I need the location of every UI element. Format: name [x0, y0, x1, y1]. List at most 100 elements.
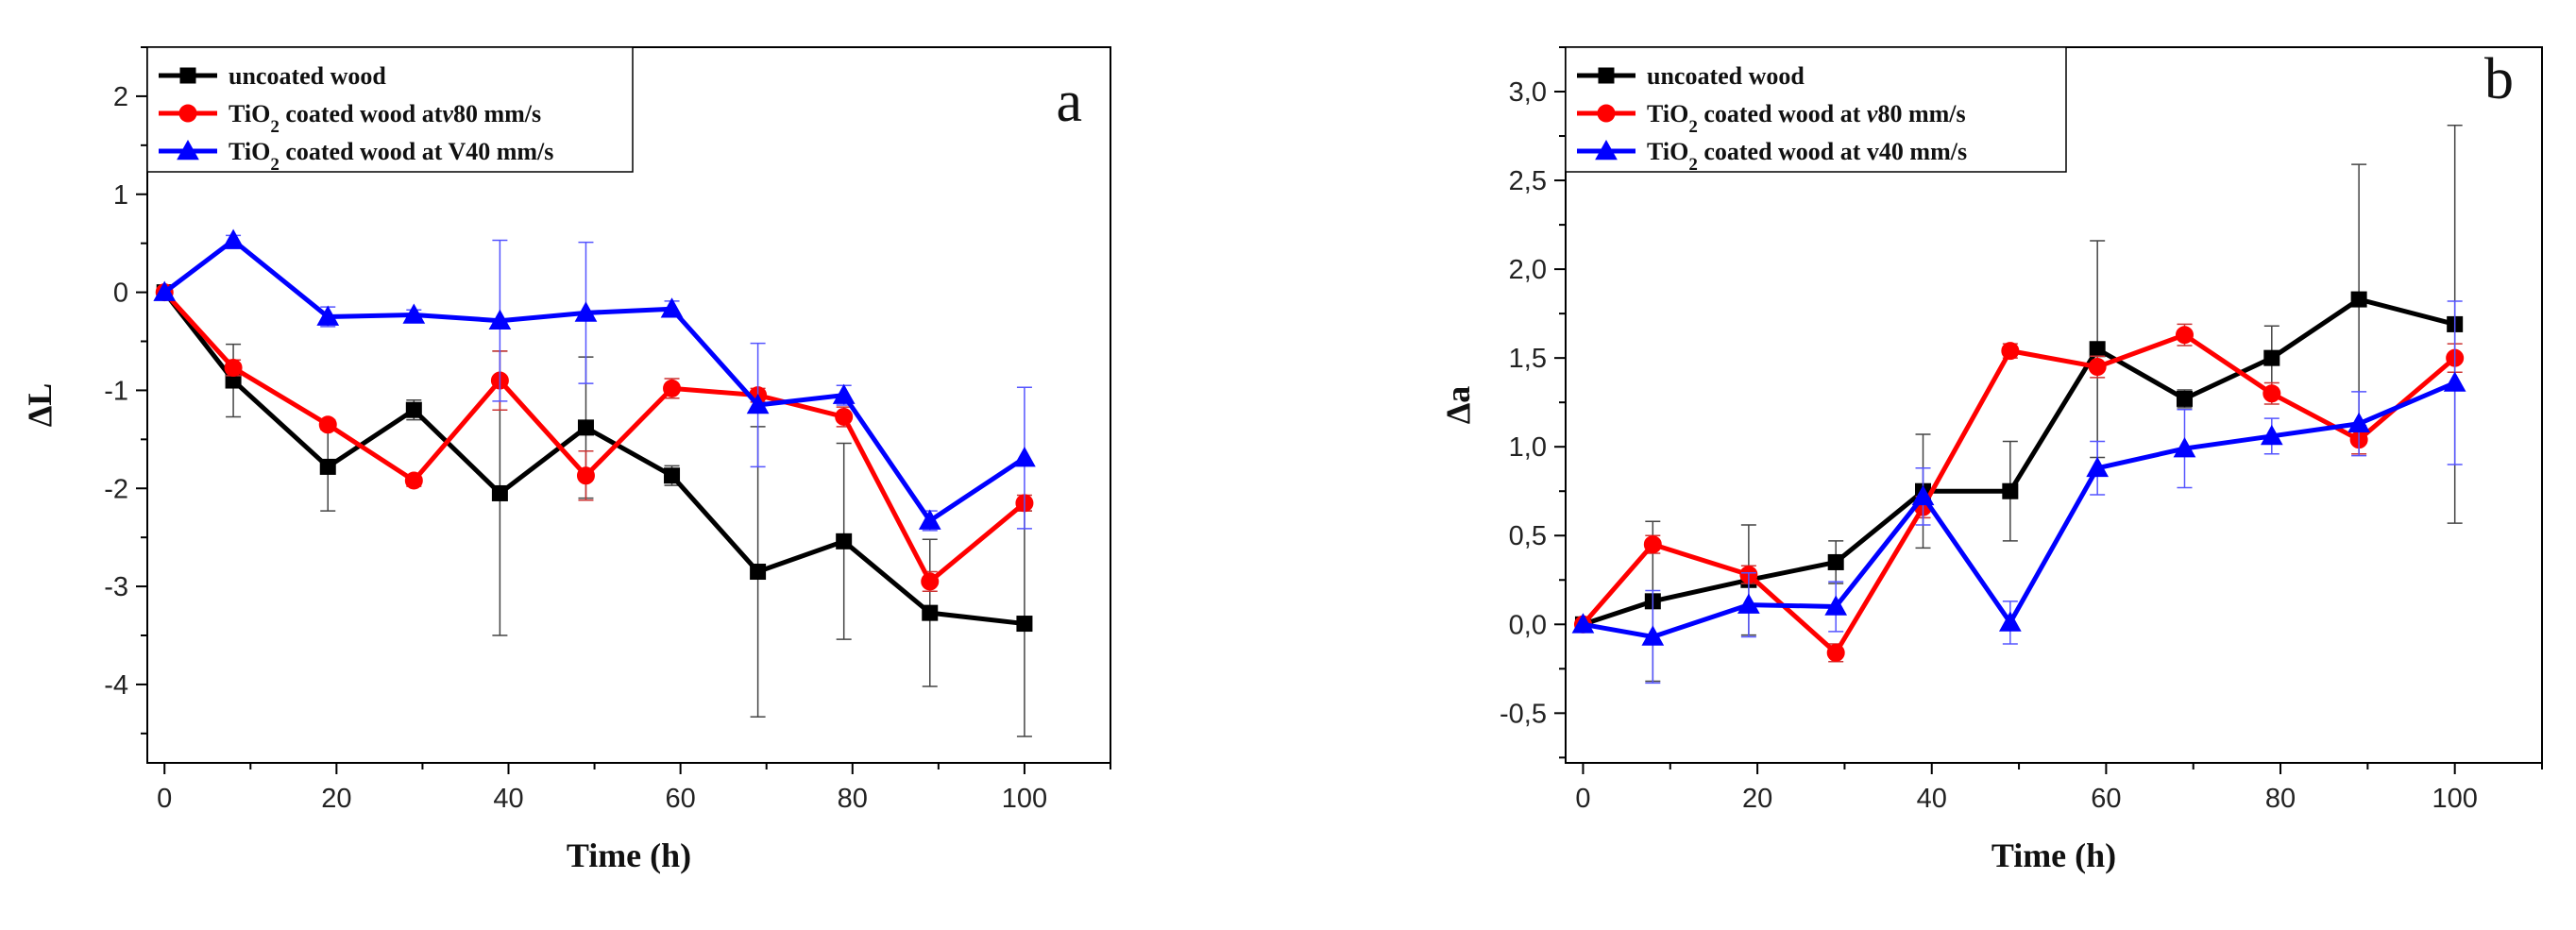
data-point: [224, 359, 243, 378]
legend-marker: [1597, 104, 1616, 123]
data-point: [1737, 593, 1760, 614]
data-point: [1826, 643, 1845, 662]
legend-box: [146, 46, 634, 173]
data-point: [2443, 371, 2466, 392]
x-tick-label: 60: [2091, 784, 2121, 814]
legend-text-part: 2: [270, 117, 280, 137]
legend-text-part: coated wood at: [1698, 100, 1867, 127]
y-axis-title: Δa: [1439, 386, 1477, 425]
y-tick-label: 0,5: [1509, 521, 1547, 551]
data-point: [660, 297, 684, 318]
x-tick-label: 0: [157, 784, 172, 814]
legend-entry: TiO2 coated wood at v40 mm/s: [1647, 138, 1967, 175]
data-point: [2002, 482, 2019, 499]
y-tick-label: -1: [104, 376, 128, 406]
data-point: [576, 466, 595, 485]
data-point: [577, 419, 594, 436]
x-tick-label: 80: [838, 784, 868, 814]
data-point: [2263, 349, 2280, 366]
data-point: [318, 415, 337, 434]
data-point: [750, 564, 767, 581]
data-point: [319, 458, 336, 475]
x-tick-label: 100: [2432, 784, 2477, 814]
legend-text-part: 2: [1688, 155, 1698, 175]
legend-text-part: v: [442, 100, 453, 127]
data-point: [663, 379, 682, 397]
legend-entry: uncoated wood: [1647, 62, 1805, 90]
data-point: [2347, 412, 2370, 433]
x-axis-title: Time (h): [567, 837, 691, 874]
y-tick-label: -0,5: [1500, 699, 1547, 729]
legend-text-part: TiO: [229, 100, 270, 127]
data-point: [2262, 384, 2281, 403]
series-1: [156, 284, 1033, 737]
data-point: [921, 572, 940, 591]
y-tick-label: 1,0: [1509, 432, 1547, 463]
data-point: [1827, 553, 1844, 570]
chart-panel-b: 0 20 40 60 80 100 3,0 2,5 2,0 1,5 1,0 0,5 0,0 -0,5 Tim…: [1439, 46, 2543, 874]
legend-text-part: TiO: [229, 138, 270, 165]
data-point: [402, 303, 426, 324]
data-point: [918, 509, 941, 530]
x-tick-label: 20: [321, 784, 351, 814]
legend-text-part: 80 mm/s: [1877, 100, 1965, 127]
x-tick-label: 40: [1917, 784, 1947, 814]
legend-marker: [1595, 139, 1618, 161]
x-tick-label: 100: [1002, 784, 1047, 814]
legend-entry: TiO2 coated wood atv80 mm/s: [229, 100, 541, 137]
legend-marker: [178, 104, 197, 123]
series-line: [162, 291, 1025, 627]
data-point: [574, 301, 598, 322]
series-line: [162, 238, 1026, 524]
y-tick-label: -3: [104, 572, 128, 602]
data-point: [491, 484, 508, 501]
y-tick-label: 0,0: [1509, 610, 1547, 640]
data-point: [2086, 456, 2110, 478]
data-point: [922, 604, 939, 621]
data-point: [316, 305, 340, 326]
y-tick-label: 1,5: [1509, 344, 1547, 374]
data-point: [2088, 358, 2107, 377]
data-point: [746, 393, 770, 414]
panel-letter: b: [2484, 47, 2514, 111]
y-tick-label: -2: [104, 474, 128, 504]
data-point: [2176, 390, 2193, 407]
x-tick-label: 80: [2265, 784, 2296, 814]
legend: uncoated wood TiO2 coated wood atv80 mm/s…: [146, 46, 634, 175]
data-point: [664, 467, 681, 484]
legend-text-part: uncoated wood: [1647, 62, 1805, 90]
data-point: [2175, 326, 2194, 345]
series-2: [1573, 323, 2465, 663]
data-point: [2260, 424, 2283, 446]
x-axis-title: Time (h): [1991, 837, 2116, 874]
series-3: [153, 228, 1036, 532]
legend-text-part: coated wood at v40 mm/s: [1698, 138, 1967, 165]
series-3: [1571, 300, 2466, 685]
legend-text-part: coated wood at V40 mm/s: [280, 138, 554, 165]
data-point: [1571, 613, 1595, 634]
y-tick-label: 1: [113, 180, 128, 211]
legend-text-part: 2: [1688, 117, 1698, 137]
legend-text-part: uncoated wood: [229, 62, 386, 90]
y-tick-label: 2: [113, 82, 128, 112]
legend-text-part: 80 mm/s: [453, 100, 541, 127]
data-point: [405, 401, 422, 418]
legend-entry: TiO2 coated wood at v80 mm/s: [1647, 100, 1966, 137]
data-point: [2173, 437, 2196, 458]
data-point: [2089, 341, 2106, 358]
legend: uncoated wood TiO2 coated wood at v80 mm/…: [1565, 46, 2067, 175]
data-point: [832, 383, 856, 404]
panel-letter: a: [1056, 70, 1082, 134]
y-tick-label: -4: [104, 670, 128, 701]
y-tick-label: 2,5: [1509, 166, 1547, 196]
y-tick-label: 3,0: [1509, 77, 1547, 108]
legend-entry: TiO2 coated wood at V40 mm/s: [229, 138, 553, 175]
data-point: [222, 228, 245, 249]
data-point: [1641, 625, 1665, 646]
legend-text-part: coated wood at: [280, 100, 443, 127]
x-tick-label: 0: [1575, 784, 1590, 814]
data-point: [404, 471, 423, 490]
x-tick-label: 40: [493, 784, 523, 814]
